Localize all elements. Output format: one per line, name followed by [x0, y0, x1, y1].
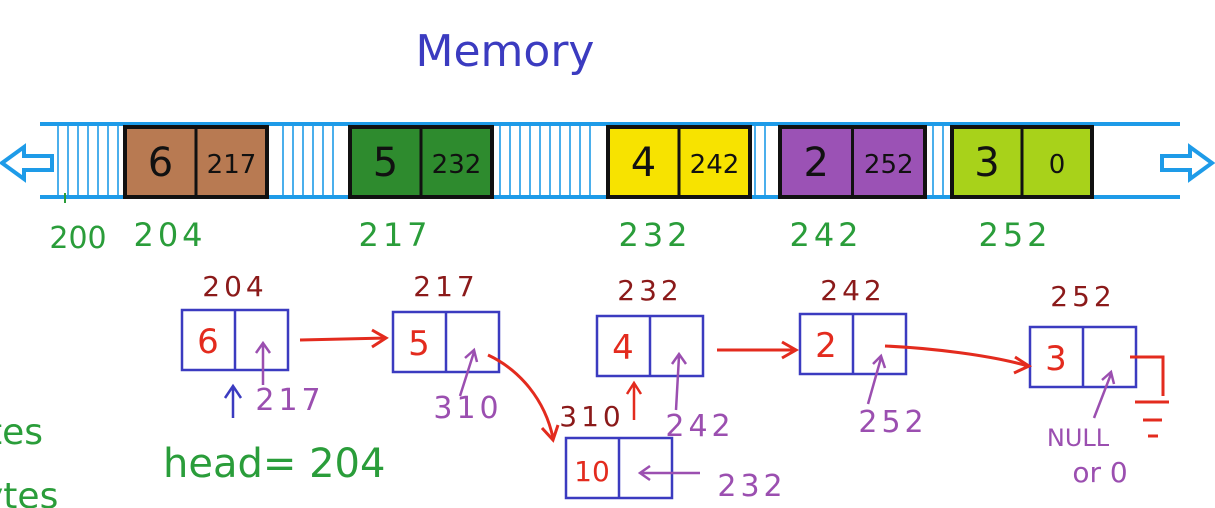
list-node-address: 217: [413, 270, 478, 303]
memory-block-next: 0: [1049, 150, 1066, 180]
null-or-zero-label: or 0: [1072, 456, 1127, 489]
list-node-value: 2: [815, 326, 837, 366]
memory-title: Memory: [416, 26, 595, 77]
list-node-address: 232: [617, 274, 682, 307]
list-node: 10 310: [559, 400, 674, 500]
start-address-label: 200: [49, 221, 106, 256]
list-node-value: 10: [574, 455, 610, 488]
memory-block: 4 242: [606, 125, 752, 199]
memory-blocks: 6 217 5 232 4 242 2 252 3 0: [123, 125, 1094, 199]
link-arrows: [299, 328, 1033, 443]
memory-block-value: 6: [148, 140, 173, 186]
left-arrow-icon: [0, 143, 54, 183]
pointer-arrow-head: [223, 383, 243, 418]
memory-block-address: 242: [789, 216, 862, 254]
memory-band: 6 217 5 232 4 242 2 252 3 0 200 204 217 232 242 252: [0, 122, 1215, 256]
node-pointer-label: 310: [433, 391, 502, 426]
list-node-value: 4: [612, 328, 634, 368]
node-pointer-label: 242: [665, 409, 734, 444]
left-fragment-1: tes: [0, 412, 43, 453]
pointer-arrow-242: [670, 351, 688, 411]
pointer-arrow-4-up: [625, 380, 643, 420]
memory-block-next: 217: [207, 150, 257, 180]
list-node-value: 6: [197, 322, 219, 362]
memory-block-address: 252: [978, 216, 1051, 254]
list-node: 2 242: [798, 274, 908, 376]
null-ground-icon: [1130, 355, 1169, 438]
link-arrow-head: [540, 424, 560, 443]
node-pointer-label: 232: [717, 469, 786, 504]
memory-block: 5 232: [348, 125, 494, 199]
right-arrow-icon: [1160, 143, 1215, 183]
memory-block-value: 2: [804, 140, 829, 186]
link-arrow-head: [371, 328, 389, 349]
memory-block-value: 5: [373, 140, 398, 186]
memory-block-address: 232: [618, 216, 691, 254]
pointer-arrow-217: [254, 340, 272, 385]
memory-block-value: 3: [974, 140, 999, 186]
link-arrow-252-next: [884, 344, 1029, 368]
link-arrow-204-217: [299, 336, 386, 342]
list-node-address: 204: [202, 270, 267, 303]
list-node-value: 5: [408, 324, 430, 364]
null-label: NULL: [1047, 424, 1110, 452]
link-arrow-217-310: [487, 353, 555, 439]
list-node-address: 242: [820, 274, 885, 307]
list-node: 6 204: [180, 270, 290, 372]
list-node: 5 217: [391, 270, 501, 374]
link-arrow-head: [1013, 355, 1033, 375]
memory-block-address: 204: [133, 216, 206, 254]
memory-block-address: 217: [358, 216, 431, 254]
memory-block-next: 232: [432, 150, 482, 180]
list-node-value: 3: [1045, 339, 1067, 379]
pointer-labels: NULL or 0 head= 204 tes ytes 217 310 242 25…: [0, 383, 1128, 508]
list-node-address: 310: [559, 400, 624, 433]
pointer-arrow-252: [866, 353, 887, 405]
list-node-address: 252: [1050, 280, 1115, 313]
pointer-arrow-null: [1092, 369, 1116, 419]
head-label: head= 204: [163, 441, 385, 487]
memory-block-next: 252: [864, 150, 914, 180]
memory-cell-ticks: [57, 126, 944, 195]
node-pointer-label: 217: [255, 383, 324, 418]
node-pointer-label: 252: [858, 405, 927, 440]
memory-block-next: 242: [690, 150, 740, 180]
list-node: 3 252: [1028, 280, 1138, 389]
list-node: 4 232: [595, 274, 705, 378]
memory-block: 6 217: [123, 125, 269, 199]
left-fragment-2: ytes: [0, 476, 58, 508]
memory-block-value: 4: [631, 140, 656, 186]
memory-block: 2 252: [778, 125, 927, 199]
link-arrow-head: [781, 340, 800, 360]
pointer-arrow-232: [637, 464, 700, 482]
pointer-arrow-310: [458, 347, 479, 397]
pointer-arrows: [223, 340, 1116, 482]
linked-list-nodes: 6 204 5 217 4 232 2 242 3 252 10 310: [180, 270, 1138, 500]
memory-addresses: 200 204 217 232 242 252: [49, 193, 1051, 256]
